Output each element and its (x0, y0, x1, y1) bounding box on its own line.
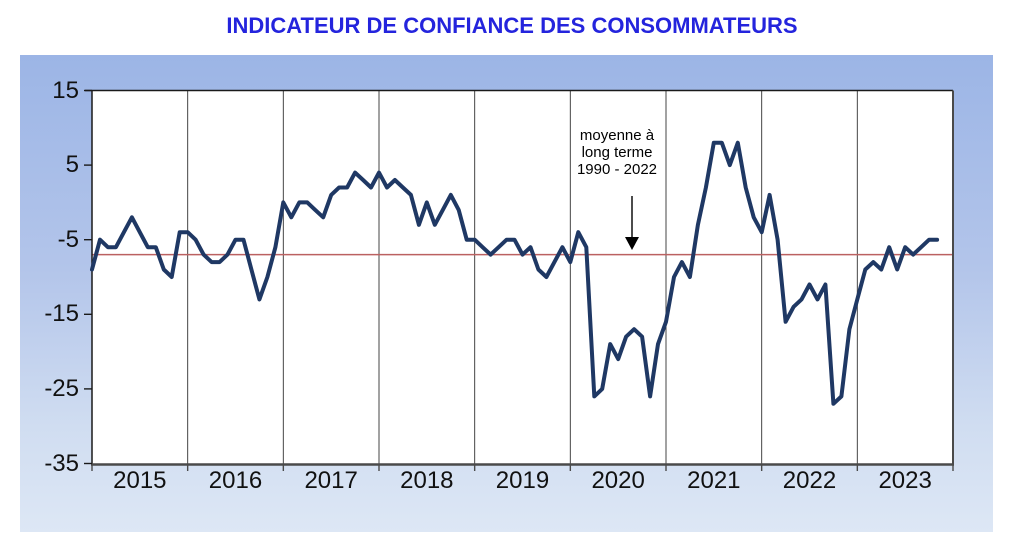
y-tick-label: -5 (57, 225, 79, 253)
confidence-line (90, 140, 940, 406)
x-year-label: 2022 (782, 467, 837, 494)
annotation-arrow-head (625, 237, 639, 250)
x-year-label: 2017 (304, 467, 358, 494)
x-year-label: 2021 (687, 467, 741, 494)
x-year-label: 2023 (878, 467, 932, 494)
reference-line-annotation: moyenne à long terme 1990 - 2022 (532, 127, 702, 178)
x-year-label: 2016 (208, 467, 263, 494)
y-tick-label: -15 (44, 300, 79, 328)
annotation-line-1: moyenne à (579, 127, 655, 144)
x-year-label: 2015 (113, 467, 167, 494)
x-year-label: 2020 (591, 467, 645, 494)
plot-background (92, 90, 953, 465)
y-tick-label: -25 (44, 374, 79, 402)
annotation-line-3: 1990 - 2022 (576, 161, 658, 178)
y-tick-label: 5 (65, 151, 79, 179)
annotation-line-2: long terme (581, 144, 653, 161)
x-year-label: 2019 (495, 467, 550, 494)
y-tick-label: 15 (52, 76, 79, 104)
y-tick-label: -35 (44, 449, 79, 477)
x-year-label: 2018 (400, 467, 454, 494)
page-title: INDICATEUR DE CONFIANCE DES CONSOMMATEUR… (226, 13, 798, 38)
